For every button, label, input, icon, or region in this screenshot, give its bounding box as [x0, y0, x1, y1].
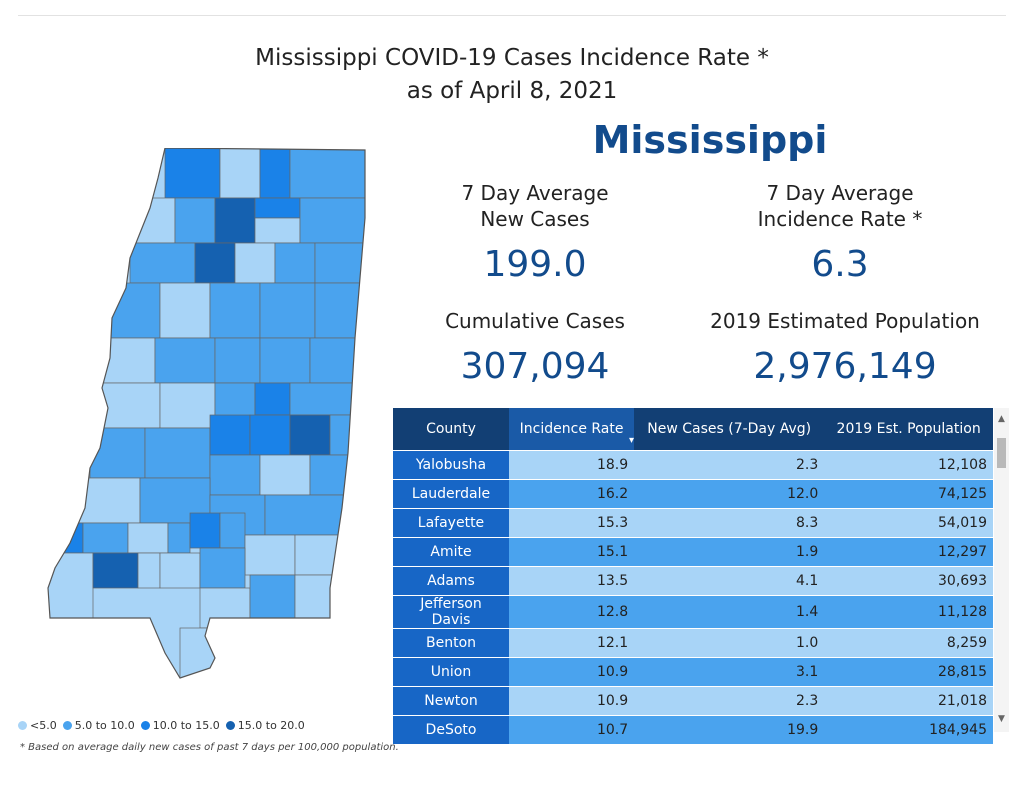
table-row[interactable]: Amite 15.1 1.9 12,297 [393, 537, 993, 567]
footnote: * Based on average daily new cases of pa… [20, 742, 399, 753]
cell-county: Amite [393, 537, 509, 567]
cell-county: Lauderdale [393, 479, 509, 509]
table-row[interactable]: Adams 13.5 4.1 30,693 [393, 566, 993, 596]
cell-rate: 16.2 [509, 479, 635, 509]
population-value: 2,976,149 [753, 346, 937, 387]
cell-county: DeSoto [393, 715, 509, 744]
cell-population: 30,693 [824, 566, 993, 596]
table-row[interactable]: Lauderdale 16.2 12.0 74,125 [393, 479, 993, 509]
sort-desc-icon: ▾ [629, 435, 635, 446]
cell-rate: 13.5 [509, 566, 635, 596]
legend-dot-icon [62, 721, 72, 730]
avg-new-cases-label-1: 7 Day Average [461, 181, 609, 205]
cell-new-cases: 2.3 [634, 450, 825, 480]
cell-county: Jefferson Davis [393, 595, 509, 629]
cell-new-cases: 1.0 [634, 628, 825, 658]
table-header-row: County Incidence Rate ▾ New Cases (7-Day… [393, 408, 993, 451]
cell-population: 11,128 [824, 595, 993, 629]
title-line-1: Mississippi COVID-19 Cases Incidence Rat… [255, 45, 769, 71]
scrollbar-thumb[interactable] [997, 438, 1006, 468]
col-incidence-rate-label: Incidence Rate [519, 421, 624, 437]
map-legend: <5.0 5.0 to 10.0 10.0 to 15.0 15.0 to 20… [18, 719, 305, 732]
avg-incidence-label-2: Incidence Rate * [757, 207, 923, 231]
legend-dot-icon [140, 721, 150, 730]
legend-label: 15.0 to 20.0 [237, 719, 305, 732]
cell-population: 12,108 [824, 450, 993, 480]
legend-label: 10.0 to 15.0 [152, 719, 220, 732]
county-map[interactable] [30, 147, 380, 718]
cell-rate: 10.9 [509, 686, 635, 716]
cell-population: 28,815 [824, 657, 993, 687]
legend-dot-icon [18, 721, 27, 730]
table-row[interactable]: DeSoto 10.7 19.9 184,945 [393, 715, 993, 744]
col-incidence-rate[interactable]: Incidence Rate ▾ [509, 408, 635, 451]
cell-population: 184,945 [824, 715, 993, 744]
cell-county: Yalobusha [393, 450, 509, 480]
cell-county: Benton [393, 628, 509, 658]
legend-item: 5.0 to 10.0 [62, 719, 135, 732]
cell-new-cases: 19.9 [634, 715, 825, 744]
table-row[interactable]: Jefferson Davis 12.8 1.4 11,128 [393, 595, 993, 629]
cell-new-cases: 12.0 [634, 479, 825, 509]
top-divider [18, 15, 1006, 16]
mississippi-map-svg[interactable] [30, 147, 380, 718]
cell-new-cases: 4.1 [634, 566, 825, 596]
cell-county: Adams [393, 566, 509, 596]
cell-rate: 12.8 [509, 595, 635, 629]
cell-rate: 15.3 [509, 508, 635, 538]
cell-new-cases: 1.9 [634, 537, 825, 567]
table-row[interactable]: Yalobusha 18.9 2.3 12,108 [393, 450, 993, 480]
cell-new-cases: 3.1 [634, 657, 825, 687]
county-table: County Incidence Rate ▾ New Cases (7-Day… [393, 408, 993, 744]
avg-new-cases-label-2: New Cases [480, 207, 590, 231]
table-row[interactable]: Benton 12.1 1.0 8,259 [393, 628, 993, 658]
cell-rate: 10.7 [509, 715, 635, 744]
county-table-container: County Incidence Rate ▾ New Cases (7-Day… [393, 408, 1009, 744]
cell-population: 21,018 [824, 686, 993, 716]
cell-rate: 15.1 [509, 537, 635, 567]
avg-new-cases-label: 7 Day Average New Cases [430, 180, 640, 232]
scroll-down-icon[interactable]: ▼ [998, 714, 1005, 724]
county-grid [48, 148, 365, 678]
cell-rate: 12.1 [509, 628, 635, 658]
cell-county: Lafayette [393, 508, 509, 538]
table-row[interactable]: Newton 10.9 2.3 21,018 [393, 686, 993, 716]
cell-rate: 10.9 [509, 657, 635, 687]
population-label: 2019 Estimated Population [710, 309, 980, 333]
cell-county: Newton [393, 686, 509, 716]
cell-new-cases: 8.3 [634, 508, 825, 538]
avg-incidence-value: 6.3 [811, 244, 869, 285]
avg-new-cases-value: 199.0 [483, 244, 587, 285]
col-population[interactable]: 2019 Est. Population [824, 408, 993, 451]
title-line-2: as of April 8, 2021 [406, 78, 618, 104]
col-new-cases[interactable]: New Cases (7-Day Avg) [634, 408, 825, 451]
legend-item: 15.0 to 20.0 [225, 719, 305, 732]
col-county[interactable]: County [393, 408, 509, 451]
state-outline [47, 147, 366, 679]
cell-population: 54,019 [824, 508, 993, 538]
cell-population: 74,125 [824, 479, 993, 509]
cell-rate: 18.9 [509, 450, 635, 480]
legend-dot-icon [225, 721, 235, 730]
legend-item: <5.0 [18, 719, 57, 732]
legend-label: <5.0 [30, 719, 57, 732]
state-heading: Mississippi [592, 118, 828, 162]
table-scrollbar[interactable]: ▲ ▼ [994, 408, 1009, 732]
cumulative-cases-label: Cumulative Cases [445, 309, 625, 333]
table-row[interactable]: Lafayette 15.3 8.3 54,019 [393, 508, 993, 538]
avg-incidence-label: 7 Day Average Incidence Rate * [720, 180, 960, 232]
cell-county: Union [393, 657, 509, 687]
cell-population: 8,259 [824, 628, 993, 658]
scroll-up-icon[interactable]: ▲ [998, 414, 1005, 424]
avg-incidence-label-1: 7 Day Average [766, 181, 914, 205]
legend-label: 5.0 to 10.0 [74, 719, 135, 732]
table-row[interactable]: Union 10.9 3.1 28,815 [393, 657, 993, 687]
cell-new-cases: 1.4 [634, 595, 825, 629]
cumulative-cases-value: 307,094 [460, 346, 610, 387]
legend-item: 10.0 to 15.0 [140, 719, 220, 732]
report-title: Mississippi COVID-19 Cases Incidence Rat… [0, 42, 1024, 108]
cell-new-cases: 2.3 [634, 686, 825, 716]
cell-population: 12,297 [824, 537, 993, 567]
